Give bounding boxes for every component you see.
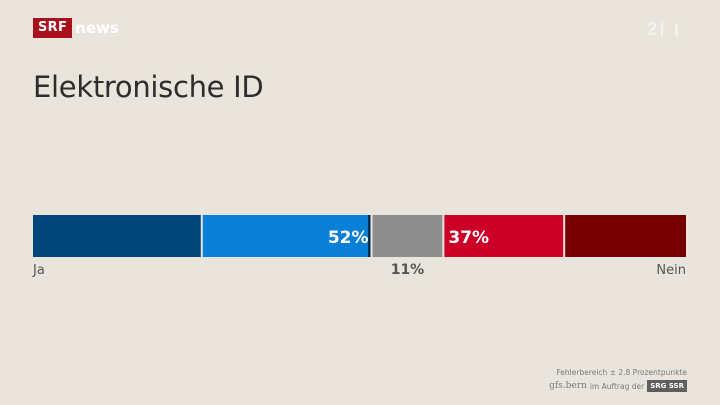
srf-news-logo: SRF news	[33, 18, 119, 38]
source-line: gfs.bern im Auftrag der SRG SSR	[549, 380, 687, 392]
right-label-nein: Nein	[656, 263, 686, 278]
bar-segment-4	[444, 215, 564, 257]
chart-title: Elektronische ID	[33, 70, 264, 104]
value-label-no: 37%	[448, 228, 489, 248]
bar-segment-2	[202, 215, 371, 257]
source-text: im Auftrag der	[589, 381, 645, 391]
gfs-bern-logo: gfs.bern	[549, 381, 587, 391]
svg-text:2: 2	[647, 19, 657, 39]
bar-segment-3	[372, 215, 443, 257]
bar-segment-5	[565, 215, 686, 257]
value-label-yes: 52%	[328, 228, 369, 248]
bar-segment-1	[33, 215, 201, 257]
margin-of-error-note: Fehlerbereich ± 2.8 Prozentpunkte	[556, 368, 687, 377]
value-label-undecided: 11%	[391, 262, 425, 278]
srg-ssr-badge: SRG SSR	[647, 380, 687, 392]
srf-logo: SRF	[33, 18, 73, 38]
channel-watermark-icon: 2	[647, 19, 678, 39]
news-logo-text: news	[75, 19, 119, 37]
left-label-ja: Ja	[32, 263, 45, 278]
